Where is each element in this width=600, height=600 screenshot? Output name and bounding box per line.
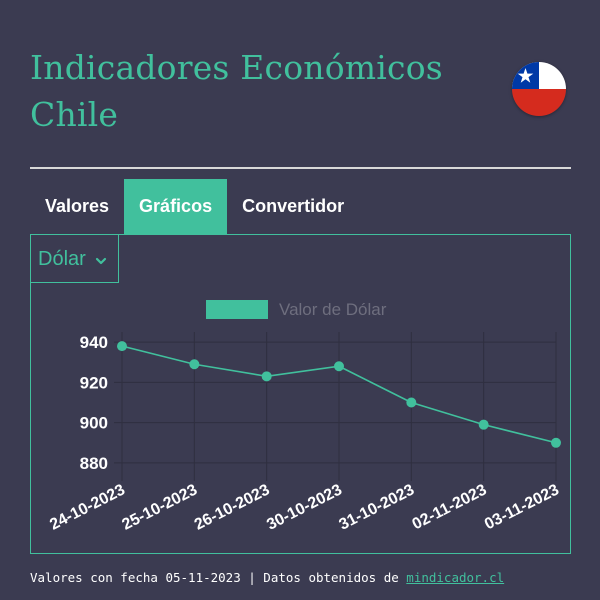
y-tick-label: 900 xyxy=(80,414,108,433)
x-tick-label: 03-11-2023 xyxy=(482,481,562,533)
x-tick-label: 02-11-2023 xyxy=(410,481,490,533)
source-link[interactable]: mindicador.cl xyxy=(406,570,505,585)
data-point xyxy=(551,437,561,448)
data-point xyxy=(334,361,344,372)
x-tick-label: 24-10-2023 xyxy=(47,481,128,533)
x-tick-label: 26-10-2023 xyxy=(192,481,273,533)
data-point xyxy=(189,359,200,370)
x-tick-label: 25-10-2023 xyxy=(120,481,201,533)
tab-bar: Valores Gráficos Convertidor xyxy=(30,179,359,234)
chile-flag-icon xyxy=(512,62,566,116)
line-chart: 880 900 920 940 24-10-202325-10-202326-10-20… xyxy=(47,300,562,534)
data-point xyxy=(261,371,272,382)
header-divider xyxy=(30,167,571,169)
data-point xyxy=(478,419,489,430)
page-title: Indicadores Económicos Chile xyxy=(30,48,443,134)
y-tick-label: 940 xyxy=(80,333,108,352)
footer: Valores con fecha 05-11-2023 | Datos obt… xyxy=(30,570,504,585)
y-tick-label: 920 xyxy=(80,373,108,392)
tab-convertidor[interactable]: Convertidor xyxy=(242,196,345,216)
chart-panel: 880 900 920 940 24-10-2023 25-10-2023 26-10-20… xyxy=(30,234,571,554)
indicator-select[interactable]: Dólar xyxy=(31,235,119,283)
data-point xyxy=(406,397,417,408)
x-tick-label: 31-10-2023 xyxy=(337,481,418,533)
chevron-down-icon xyxy=(95,236,107,284)
indicator-select-value: Dólar xyxy=(38,248,86,270)
x-tick-label: 30-10-2023 xyxy=(264,481,345,533)
legend-label: Valor de Dólar xyxy=(279,300,387,319)
data-point xyxy=(117,341,127,352)
tab-valores[interactable]: Valores xyxy=(45,196,110,216)
footer-text: Valores con fecha 05-11-2023 | Datos obt… xyxy=(30,570,407,585)
legend-swatch xyxy=(206,300,268,319)
tab-graficos[interactable]: Gráficos xyxy=(124,179,228,234)
y-tick-label: 880 xyxy=(80,454,108,473)
